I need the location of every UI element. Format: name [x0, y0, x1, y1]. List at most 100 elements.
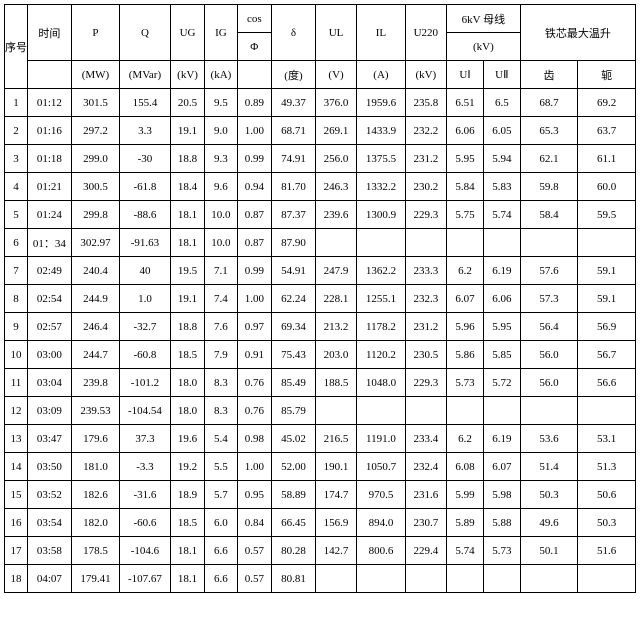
cell-P: 299.0 — [71, 145, 119, 173]
table-row: 501:24299.8-88.618.110.00.8787.37239.613… — [5, 201, 636, 229]
cell-UII: 5.98 — [483, 481, 520, 509]
cell-UL — [315, 397, 356, 425]
col-temp: 铁芯最大温升 — [520, 5, 635, 61]
cell-t: 02:49 — [28, 257, 72, 285]
cell-Q: -30 — [120, 145, 171, 173]
cell-Q: -101.2 — [120, 369, 171, 397]
cell-UII: 5.72 — [483, 369, 520, 397]
cell-tooth: 56.0 — [520, 369, 578, 397]
cell-tooth: 57.6 — [520, 257, 578, 285]
table-body: 101:12301.5155.420.59.50.8949.37376.0195… — [5, 89, 636, 593]
cell-UL: 190.1 — [315, 453, 356, 481]
cell-cos: 0.95 — [237, 481, 272, 509]
cell-IG: 9.3 — [205, 145, 237, 173]
cell-yoke: 59.5 — [578, 201, 636, 229]
table-row: 1603:54182.0-60.618.56.00.8466.45156.989… — [5, 509, 636, 537]
cell-UI: 5.95 — [447, 145, 484, 173]
cell-n: 2 — [5, 117, 28, 145]
cell-tooth: 56.4 — [520, 313, 578, 341]
cell-UII: 5.83 — [483, 173, 520, 201]
cell-cos: 0.99 — [237, 145, 272, 173]
cell-UG: 18.1 — [170, 229, 205, 257]
cell-UL — [315, 565, 356, 593]
cell-UI: 5.99 — [447, 481, 484, 509]
cell-n: 9 — [5, 313, 28, 341]
cell-IG: 6.6 — [205, 537, 237, 565]
cell-tooth: 49.6 — [520, 509, 578, 537]
cell-yoke: 50.6 — [578, 481, 636, 509]
cell-UG: 18.1 — [170, 201, 205, 229]
cell-t: 03:50 — [28, 453, 72, 481]
col-seq: 序号 — [5, 5, 28, 89]
cell-IL — [357, 565, 405, 593]
cell-UII: 5.85 — [483, 341, 520, 369]
cell-P: 302.97 — [71, 229, 119, 257]
cell-cos: 1.00 — [237, 453, 272, 481]
cell-d: 54.91 — [272, 257, 316, 285]
col-time: 时间 — [28, 5, 72, 61]
cell-Q: 37.3 — [120, 425, 171, 453]
cell-yoke: 60.0 — [578, 173, 636, 201]
table-row: 1003:00244.7-60.818.57.90.9175.43203.011… — [5, 341, 636, 369]
cell-U220: 229.3 — [405, 201, 446, 229]
cell-UG: 19.2 — [170, 453, 205, 481]
cell-tooth — [520, 229, 578, 257]
unit-UG: (kV) — [170, 61, 205, 89]
cell-UL: 246.3 — [315, 173, 356, 201]
cell-P: 182.0 — [71, 509, 119, 537]
unit-UL: (V) — [315, 61, 356, 89]
cell-yoke: 56.7 — [578, 341, 636, 369]
cell-tooth: 51.4 — [520, 453, 578, 481]
cell-U220: 230.2 — [405, 173, 446, 201]
cell-d: 85.79 — [272, 397, 316, 425]
cell-cos: 0.89 — [237, 89, 272, 117]
cell-IL: 1048.0 — [357, 369, 405, 397]
cell-t: 03:54 — [28, 509, 72, 537]
cell-cos: 0.84 — [237, 509, 272, 537]
cell-IG: 7.6 — [205, 313, 237, 341]
cell-IL: 970.5 — [357, 481, 405, 509]
cell-n: 17 — [5, 537, 28, 565]
cell-IG: 10.0 — [205, 201, 237, 229]
cell-P: 239.8 — [71, 369, 119, 397]
cell-t: 03:00 — [28, 341, 72, 369]
cell-IL: 1255.1 — [357, 285, 405, 313]
cell-IG: 7.4 — [205, 285, 237, 313]
cell-UI — [447, 229, 484, 257]
unit-IL: (A) — [357, 61, 405, 89]
cell-Q: -3.3 — [120, 453, 171, 481]
table-row: 201:16297.23.319.19.01.0068.71269.11433.… — [5, 117, 636, 145]
cell-UI: 6.06 — [447, 117, 484, 145]
unit-delta: (度) — [272, 61, 316, 89]
cell-n: 3 — [5, 145, 28, 173]
cell-IG: 5.4 — [205, 425, 237, 453]
unit-IG: (kA) — [205, 61, 237, 89]
cell-tooth — [520, 397, 578, 425]
cell-UL: 376.0 — [315, 89, 356, 117]
col-IG: IG — [205, 5, 237, 61]
unit-Q: (MVar) — [120, 61, 171, 89]
table-row: 1303:47179.637.319.65.40.9845.02216.5119… — [5, 425, 636, 453]
cell-d: 69.34 — [272, 313, 316, 341]
cell-t: 02:57 — [28, 313, 72, 341]
cell-IG: 5.5 — [205, 453, 237, 481]
cell-P: 244.7 — [71, 341, 119, 369]
cell-U220: 229.4 — [405, 537, 446, 565]
cell-UI: 5.74 — [447, 537, 484, 565]
cell-UL: 239.6 — [315, 201, 356, 229]
cell-P: 246.4 — [71, 313, 119, 341]
cell-P: 240.4 — [71, 257, 119, 285]
cell-UL: 156.9 — [315, 509, 356, 537]
cell-yoke: 59.1 — [578, 257, 636, 285]
cell-d: 85.49 — [272, 369, 316, 397]
cell-UG: 18.0 — [170, 369, 205, 397]
cell-Q: 155.4 — [120, 89, 171, 117]
cell-t: 01:12 — [28, 89, 72, 117]
cell-d: 81.70 — [272, 173, 316, 201]
cell-IL: 1191.0 — [357, 425, 405, 453]
cell-UG: 18.4 — [170, 173, 205, 201]
col-UL: UL — [315, 5, 356, 61]
cell-tooth: 58.4 — [520, 201, 578, 229]
cell-UI: 5.73 — [447, 369, 484, 397]
cell-UII: 5.74 — [483, 201, 520, 229]
